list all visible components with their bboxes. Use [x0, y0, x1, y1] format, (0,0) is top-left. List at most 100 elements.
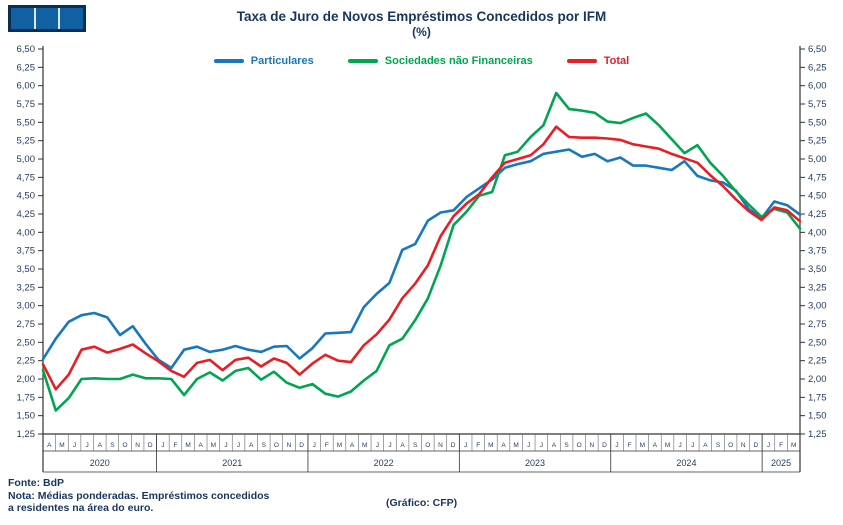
chart-footnotes: Fonte: BdP Nota: Médias ponderadas. Empr… [8, 477, 269, 515]
month-label: F [476, 442, 480, 449]
month-label: M [59, 442, 64, 449]
y-axis-label-right: 2,75 [808, 319, 827, 330]
y-axis-label-right: 2,25 [808, 356, 827, 367]
month-label: F [779, 442, 783, 449]
month-label: M [337, 442, 342, 449]
chart-legend: Particulares Sociedades não Financeiras To… [0, 55, 843, 67]
month-label: M [640, 442, 645, 449]
series-line-particulares [41, 148, 802, 370]
month-label: A [249, 442, 254, 449]
month-label: J [691, 442, 694, 449]
legend-label: Particulares [250, 55, 314, 67]
y-axis-label-left: 6,25 [17, 62, 36, 73]
cfp-logo [8, 5, 86, 32]
month-label: M [211, 442, 216, 449]
month-label: M [665, 442, 670, 449]
month-label: J [388, 442, 391, 449]
y-axis-label-right: 5,75 [808, 99, 827, 110]
year-label-2022: 2022 [374, 458, 394, 468]
chart-title: Taxa de Juro de Novos Empréstimos Conced… [236, 9, 607, 24]
year-label-2024: 2024 [676, 458, 696, 468]
y-axis-label-left: 5,25 [17, 136, 36, 147]
month-label: M [488, 442, 493, 449]
month-label: J [161, 442, 164, 449]
y-axis-label-left: 1,75 [17, 392, 36, 403]
month-label: O [122, 442, 127, 449]
legend-line-swatch [566, 59, 597, 63]
month-label: N [438, 442, 443, 449]
month-label: F [173, 442, 177, 449]
month-label: J [224, 442, 227, 449]
chart-subtitle: (%) [412, 25, 431, 39]
y-axis-label-right: 3,50 [808, 264, 827, 275]
y-axis-label-left: 1,50 [17, 411, 36, 422]
month-label: D [451, 442, 456, 449]
month-label: N [741, 442, 746, 449]
y-axis-label-left: 5,75 [17, 99, 36, 110]
y-axis-label-right: 5,25 [808, 136, 827, 147]
y-axis-label-right: 4,00 [808, 227, 827, 238]
chart-credit: (Gráfico: CFP) [386, 497, 458, 509]
logo-square [60, 8, 84, 29]
y-axis-label-right: 6,00 [808, 81, 827, 92]
method-note-line1: Nota: Médias ponderadas. Empréstimos con… [8, 489, 270, 502]
y-axis-label-left: 4,50 [17, 191, 36, 202]
month-label: N [135, 442, 140, 449]
month-label: A [98, 442, 103, 449]
y-axis-label-right: 5,50 [808, 117, 827, 128]
logo-square [11, 8, 34, 29]
legend-item-sociedades-n-o-financeiras: Sociedades não Financeiras [347, 55, 533, 67]
y-axis-label-right: 1,25 [808, 429, 827, 440]
month-label: J [313, 442, 316, 449]
month-label: O [274, 442, 279, 449]
month-label: O [728, 442, 733, 449]
y-axis-label-right: 3,25 [808, 282, 827, 293]
y-axis-label-right: 4,50 [808, 191, 827, 202]
y-axis-label-right: 2,00 [808, 374, 827, 385]
y-axis-label-right: 5,00 [808, 154, 827, 165]
y-axis-label-left: 4,00 [17, 227, 36, 238]
month-label: D [148, 442, 153, 449]
y-axis-label-right: 1,75 [808, 392, 827, 403]
month-label: A [400, 442, 405, 449]
month-label: F [628, 442, 632, 449]
month-label: A [501, 442, 506, 449]
month-label: A [350, 442, 355, 449]
y-axis-label-right: 4,25 [808, 209, 827, 220]
year-label-2021: 2021 [222, 458, 242, 468]
legend-label: Total [603, 55, 630, 67]
y-axis-label-left: 3,50 [17, 264, 36, 275]
legend-line-swatch [213, 59, 244, 63]
cfp-logo-squares [11, 8, 84, 29]
y-axis-label-left: 5,00 [17, 154, 36, 165]
month-label: A [47, 442, 52, 449]
month-label: S [564, 442, 569, 449]
month-label: J [615, 442, 618, 449]
month-label: N [589, 442, 594, 449]
year-label-2025: 2025 [771, 458, 791, 468]
month-label: A [552, 442, 557, 449]
month-label: M [185, 442, 190, 449]
y-axis-label-left: 1,25 [17, 429, 36, 440]
month-label: J [86, 442, 89, 449]
y-axis-label-right: 3,00 [808, 301, 827, 312]
legend-item-total: Total [566, 55, 630, 67]
month-label: D [602, 442, 607, 449]
y-axis-label-right: 2,50 [808, 337, 827, 348]
y-axis-label-right: 1,50 [808, 411, 827, 422]
legend-label: Sociedades não Financeiras [384, 55, 533, 67]
month-label: J [73, 442, 76, 449]
month-label: D [753, 442, 758, 449]
y-axis-label-left: 6,00 [17, 81, 36, 92]
year-label-2023: 2023 [525, 458, 545, 468]
source-note: Fonte: BdP [8, 477, 64, 489]
y-axis-label-left: 5,50 [17, 117, 36, 128]
month-label: J [527, 442, 530, 449]
y-axis-label-left: 3,75 [17, 246, 36, 257]
y-axis-label-right: 4,75 [808, 172, 827, 183]
month-label: M [362, 442, 367, 449]
series-line-total [41, 125, 802, 391]
month-label: A [199, 442, 204, 449]
method-note-line2: a residentes na área do euro. [8, 502, 154, 514]
